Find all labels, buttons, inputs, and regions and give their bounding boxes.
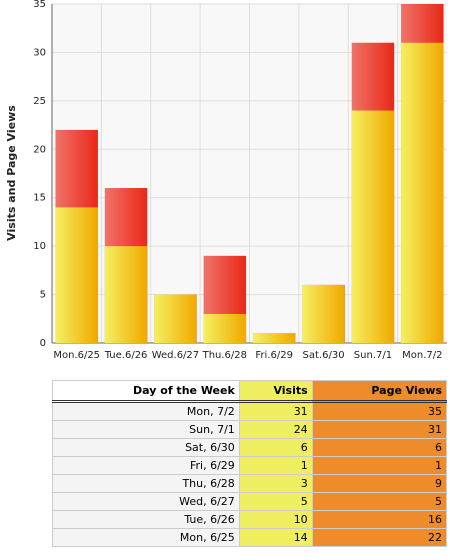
table-cell: 3 bbox=[238, 474, 313, 493]
table-cell: Fri, 6/29 bbox=[52, 456, 240, 475]
table-cell: Sun, 7/1 bbox=[52, 420, 240, 439]
bar bbox=[302, 284, 345, 343]
table-cell: Sat, 6/30 bbox=[52, 438, 240, 457]
table-row: Tue, 6/26 10 16 bbox=[52, 510, 448, 529]
table-cell: 1 bbox=[311, 456, 448, 475]
y-axis-label: Visits and Page Views bbox=[5, 105, 18, 241]
table-cell: 35 bbox=[311, 401, 448, 421]
table-cell: 5 bbox=[238, 492, 313, 511]
table-cell: 31 bbox=[311, 420, 448, 439]
table-row: Wed, 6/27 5 5 bbox=[52, 492, 448, 511]
x-tick-label: Mon.6/25 bbox=[53, 350, 100, 361]
table-cell: 5 bbox=[311, 492, 448, 511]
table-cell: 22 bbox=[311, 528, 448, 547]
table-row: Mon, 7/2 31 35 bbox=[52, 401, 448, 421]
y-tick-label: 0 bbox=[40, 338, 46, 349]
bar bbox=[401, 42, 444, 343]
x-tick-label: Mon.7/2 bbox=[402, 350, 442, 361]
y-tick-label: 5 bbox=[40, 290, 46, 301]
bar bbox=[154, 294, 197, 343]
table-cell: 6 bbox=[311, 438, 448, 457]
table-row: Sun, 7/1 24 31 bbox=[52, 420, 448, 439]
table-row: Mon, 6/25 14 22 bbox=[52, 528, 448, 547]
x-tick-label: Thu.6/28 bbox=[202, 350, 247, 361]
table-cell: 9 bbox=[311, 474, 448, 493]
table-cell: 16 bbox=[311, 510, 448, 529]
table-cell: Mon, 6/25 bbox=[52, 528, 240, 547]
table-cell: Mon, 7/2 bbox=[52, 401, 240, 421]
x-tick-label: Sun.7/1 bbox=[354, 350, 392, 361]
y-tick-label: 15 bbox=[33, 193, 46, 204]
bar bbox=[351, 110, 395, 344]
y-tick-label: 10 bbox=[33, 241, 46, 252]
y-tick-label: 20 bbox=[33, 144, 46, 155]
chart: Visits and Page Views 0 5 10 15 20 25 30 35 Mon.… bbox=[5, 0, 447, 361]
table-cell: Thu, 6/28 bbox=[52, 474, 240, 493]
table-cell: 24 bbox=[238, 420, 313, 439]
x-tick-label: Sat.6/30 bbox=[303, 350, 345, 361]
y-tick-label: 35 bbox=[33, 0, 46, 10]
table-cell: 1 bbox=[238, 456, 313, 475]
y-tick-label: 30 bbox=[33, 47, 46, 58]
bar bbox=[55, 207, 98, 343]
table-row: Fri, 6/29 1 1 bbox=[52, 456, 448, 475]
bar bbox=[203, 313, 247, 343]
header-cell: Visits bbox=[238, 380, 313, 403]
x-tick-label: Wed.6/27 bbox=[152, 350, 199, 361]
table-cell: 31 bbox=[238, 401, 313, 421]
table-row: Sat, 6/30 6 6 bbox=[52, 438, 448, 457]
data-table: Day of the Week Visits Page Views Mon, 7/2 3… bbox=[52, 380, 448, 547]
x-tick-label: Tue.6/26 bbox=[104, 350, 148, 361]
header-cell: Page Views bbox=[311, 380, 448, 403]
table-cell: Tue, 6/26 bbox=[52, 510, 240, 529]
table-cell: 6 bbox=[238, 438, 313, 457]
table-cell: 14 bbox=[238, 528, 313, 547]
x-tick-label: Fri.6/29 bbox=[255, 350, 293, 361]
table-cell: 10 bbox=[238, 510, 313, 529]
table-row: Thu, 6/28 3 9 bbox=[52, 474, 448, 493]
header-cell: Day of the Week bbox=[52, 380, 240, 403]
bar bbox=[252, 333, 296, 343]
header-row: Day of the Week Visits Page Views bbox=[52, 380, 448, 403]
table-cell: Wed, 6/27 bbox=[52, 492, 240, 511]
bar bbox=[104, 246, 148, 343]
y-tick-label: 25 bbox=[33, 96, 46, 107]
